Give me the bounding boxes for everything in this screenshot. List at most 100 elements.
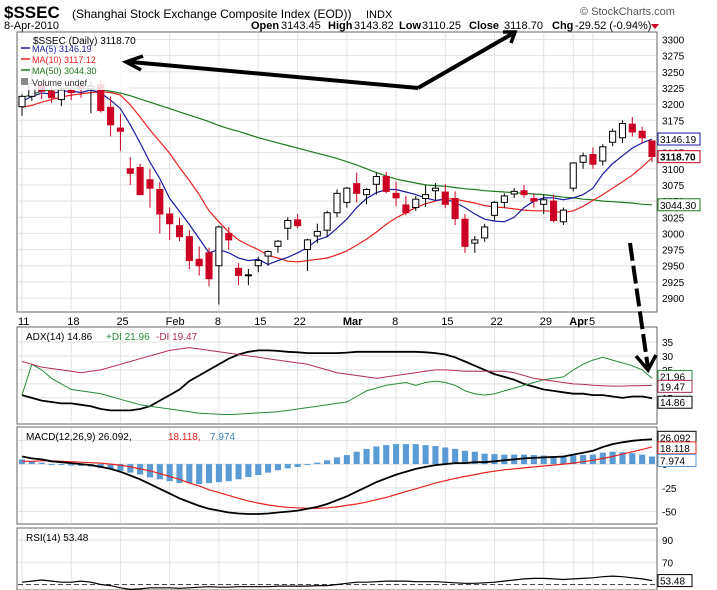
candle-down — [175, 225, 184, 238]
candle-up — [333, 192, 341, 214]
annotation-arrows — [121, 30, 658, 374]
ma50-legend: MA(50) 3044.30 — [32, 66, 97, 76]
candle-down — [382, 176, 390, 192]
candle-up — [431, 187, 439, 192]
candle-up — [559, 209, 567, 223]
down-triangle-icon — [651, 24, 659, 29]
x-tick-label: 22 — [491, 316, 503, 328]
macd-histogram-bar — [501, 454, 508, 465]
series-layer — [18, 68, 656, 590]
rsi-panel-frame — [16, 527, 658, 590]
candle-down — [116, 127, 124, 132]
candle-down — [628, 123, 636, 133]
candle-up — [313, 230, 321, 237]
price-legend: $SSEC (Daily) 3118.70 MA(5) 3146.19 MA(1… — [19, 34, 136, 90]
candle-up — [264, 251, 272, 257]
macd-histogram-bar — [491, 454, 498, 465]
candle-up — [599, 146, 607, 162]
chg-label: Chg — [552, 20, 573, 32]
candle-down — [530, 198, 538, 202]
candle-down — [235, 267, 243, 276]
arrow-to-close-head — [503, 30, 518, 44]
macd-histogram-bar — [461, 450, 469, 465]
macd-histogram-bar — [530, 455, 537, 465]
candle-up — [343, 187, 351, 203]
macd-histogram-bar — [255, 464, 262, 476]
arrow-to-adx-line — [628, 242, 650, 369]
macd-histogram-bar — [205, 464, 213, 484]
macd-histogram-bar — [609, 451, 616, 465]
price-tick-label: 3200 — [662, 100, 685, 111]
candle-down — [136, 166, 144, 196]
arrow-to-legend-head — [121, 54, 144, 72]
price-legend-title: $SSEC (Daily) 3118.70 — [33, 36, 136, 47]
candle-down — [67, 89, 75, 93]
macd-histogram-bar — [393, 444, 400, 465]
index-name: (Shanghai Stock Exchange Composite Index… — [72, 7, 351, 21]
close-value: 3118.70 — [504, 20, 543, 32]
macd-value-text: 26.092 — [660, 433, 691, 444]
rsi-line — [21, 575, 653, 590]
macd-legend: MACD(12,26,9) 26.092, 18.118, 7.974 — [26, 432, 235, 443]
macd-histogram-bar — [481, 453, 488, 465]
macd-histogram-bar — [570, 455, 577, 465]
candle-up — [471, 239, 479, 244]
adx-tick-label: 30 — [662, 352, 674, 363]
close-label: Close — [469, 20, 499, 32]
candle-down — [648, 140, 656, 157]
x-tick-label: Mar — [343, 316, 363, 328]
candle-up — [481, 226, 489, 239]
volume-legend: Volume undef — [32, 78, 88, 88]
candle-down — [146, 179, 154, 189]
candle-up — [490, 201, 499, 216]
candle-up — [362, 188, 371, 196]
price-value-text: 3044.30 — [660, 201, 697, 212]
macd-histogram-bar — [550, 456, 557, 465]
macd-histogram-bar — [343, 455, 350, 465]
rsi-value-text: 53.48 — [660, 577, 685, 588]
price-tick-label: 2925 — [662, 278, 685, 289]
adx-legend: ADX(14) 14.86 +DI 21.96 -DI 19.47 — [26, 332, 198, 343]
candle-down — [107, 106, 115, 126]
macd-panel-frame — [16, 426, 658, 525]
low-value: 3110.25 — [422, 20, 461, 32]
open-value: 3143.45 — [281, 20, 321, 32]
macd-histogram-bar — [284, 464, 291, 469]
price-tick-label: 3275 — [662, 52, 685, 63]
arrow-to-adx-head — [634, 354, 658, 374]
candle-up — [303, 239, 312, 251]
macd-histogram-bar — [520, 454, 528, 465]
candle-up — [323, 212, 331, 231]
candle-up — [500, 195, 508, 203]
arrow-to-close-line — [417, 32, 513, 90]
price-legend-bg — [19, 34, 129, 90]
adx-line — [21, 349, 653, 412]
rsi-tick-label: 90 — [662, 536, 674, 547]
price-panel-frame — [16, 31, 658, 313]
price-tick-label: 3000 — [662, 229, 685, 240]
price-tick-label: 3075 — [662, 181, 685, 192]
x-tick-label: Feb — [166, 316, 185, 328]
price-value-box — [657, 198, 701, 212]
macd-histogram-bar — [127, 464, 134, 473]
candle-down — [156, 188, 164, 215]
candle-up — [284, 219, 292, 229]
candle-down — [195, 258, 203, 267]
candle-down — [520, 190, 528, 196]
candle-down — [441, 191, 449, 205]
macd-histogram-bar — [176, 464, 183, 484]
macd-histogram-bar — [225, 464, 232, 482]
high-label: High — [328, 20, 353, 32]
macd-histogram-bar — [452, 448, 459, 465]
macd-histogram-bar — [186, 464, 193, 484]
macd-histogram-bar — [294, 464, 301, 467]
macd-legend-signal: 18.118, — [168, 432, 201, 443]
signal-line — [22, 446, 653, 509]
macd-value-box — [657, 454, 697, 468]
x-tick-label: 15 — [441, 316, 453, 328]
candle-down — [294, 219, 302, 227]
candle-up — [579, 155, 587, 163]
macd-histogram-bar — [442, 447, 449, 465]
candle-down — [225, 232, 233, 241]
